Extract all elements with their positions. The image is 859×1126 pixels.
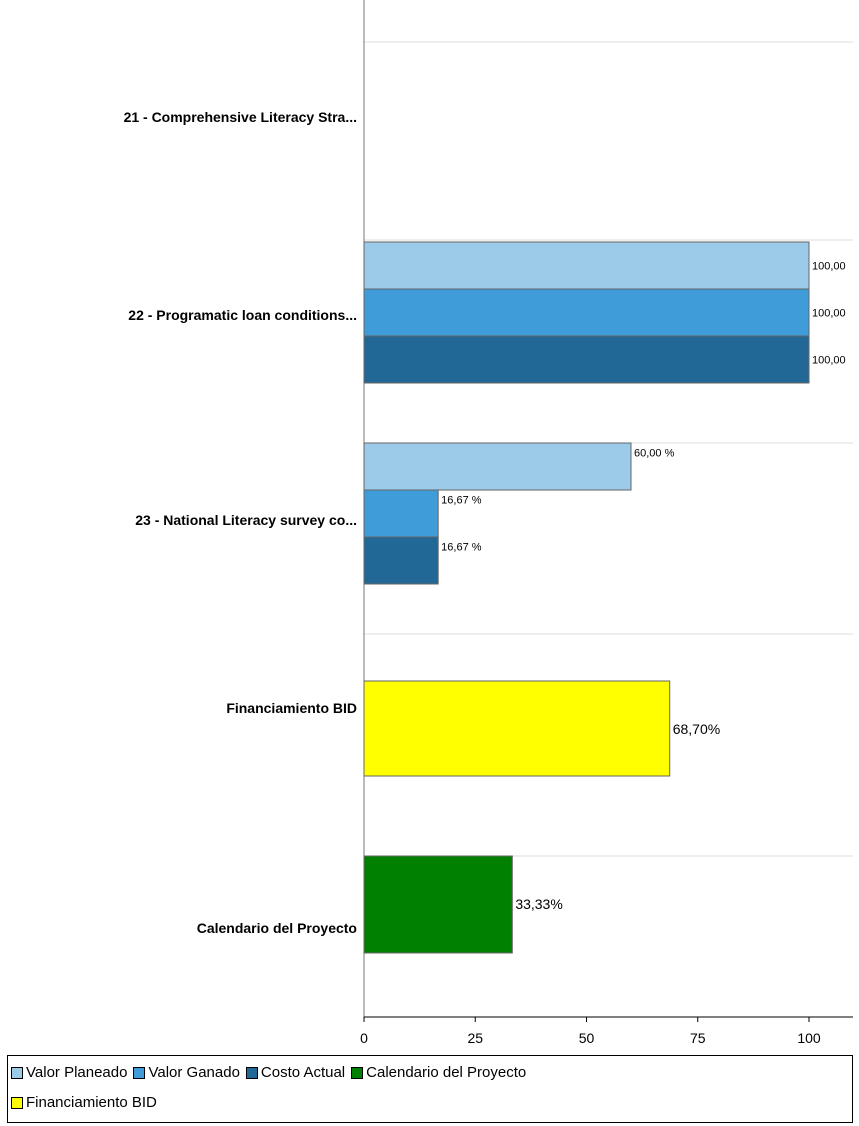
legend-row: Valor Planeado Valor Ganado Costo Actual Ca…: [11, 1064, 532, 1081]
legend-label: Financiamiento BID: [26, 1094, 157, 1111]
legend-item: Financiamiento BID: [11, 1094, 157, 1111]
legend-item: Costo Actual: [245, 1064, 346, 1081]
category-label: Financiamiento BID: [226, 700, 357, 716]
data-label: 68,70%: [673, 721, 720, 737]
bar: [363, 489, 439, 538]
category-label: Calendario del Proyecto: [197, 920, 357, 936]
bar: [363, 855, 513, 954]
legend-label: Costo Actual: [260, 1064, 346, 1081]
data-label: 16,67 %: [441, 495, 482, 507]
legend-label: Calendario del Proyecto: [366, 1064, 527, 1081]
data-label: 33,33%: [515, 896, 562, 912]
x-tick-label: 0: [360, 1030, 368, 1046]
bar: [363, 536, 439, 585]
x-tick-label: 25: [467, 1030, 483, 1046]
bar: [363, 680, 671, 777]
data-label: 100,00: [812, 308, 846, 320]
category-label: 22 - Programatic loan conditions...: [128, 307, 357, 323]
legend-swatch: [11, 1066, 23, 1079]
legend-swatch: [11, 1096, 23, 1109]
legend-item: Valor Planeado: [11, 1064, 127, 1081]
legend-row: Financiamiento BID: [11, 1094, 163, 1111]
category-label: 21 - Comprehensive Literacy Stra...: [124, 109, 357, 125]
legend-label: Valor Planeado: [26, 1064, 128, 1081]
data-label: 100,00: [812, 355, 846, 367]
bar: [363, 288, 810, 337]
bar: [363, 442, 632, 491]
bar: [363, 335, 810, 384]
legend-swatch: [245, 1066, 258, 1079]
legend-label: Valor Ganado: [148, 1064, 240, 1081]
legend-swatch: [133, 1066, 146, 1079]
legend-swatch: [351, 1066, 364, 1079]
x-tick-label: 100: [797, 1030, 821, 1046]
category-label: 23 - National Literacy survey co...: [135, 512, 357, 528]
chart-legend: Valor Planeado Valor Ganado Costo Actual Ca…: [7, 1055, 853, 1123]
bar-chart: 21 - Comprehensive Literacy Stra... 22 - …: [124, 0, 853, 1046]
x-tick-label: 50: [579, 1030, 595, 1046]
bar: [363, 241, 810, 290]
data-label: 60,00 %: [634, 448, 675, 460]
x-tick-label: 75: [690, 1030, 706, 1046]
legend-item: Valor Ganado: [133, 1064, 240, 1081]
data-label: 16,67 %: [441, 542, 482, 554]
legend-item: Calendario del Proyecto: [351, 1064, 526, 1081]
data-label: 100,00: [812, 261, 846, 273]
